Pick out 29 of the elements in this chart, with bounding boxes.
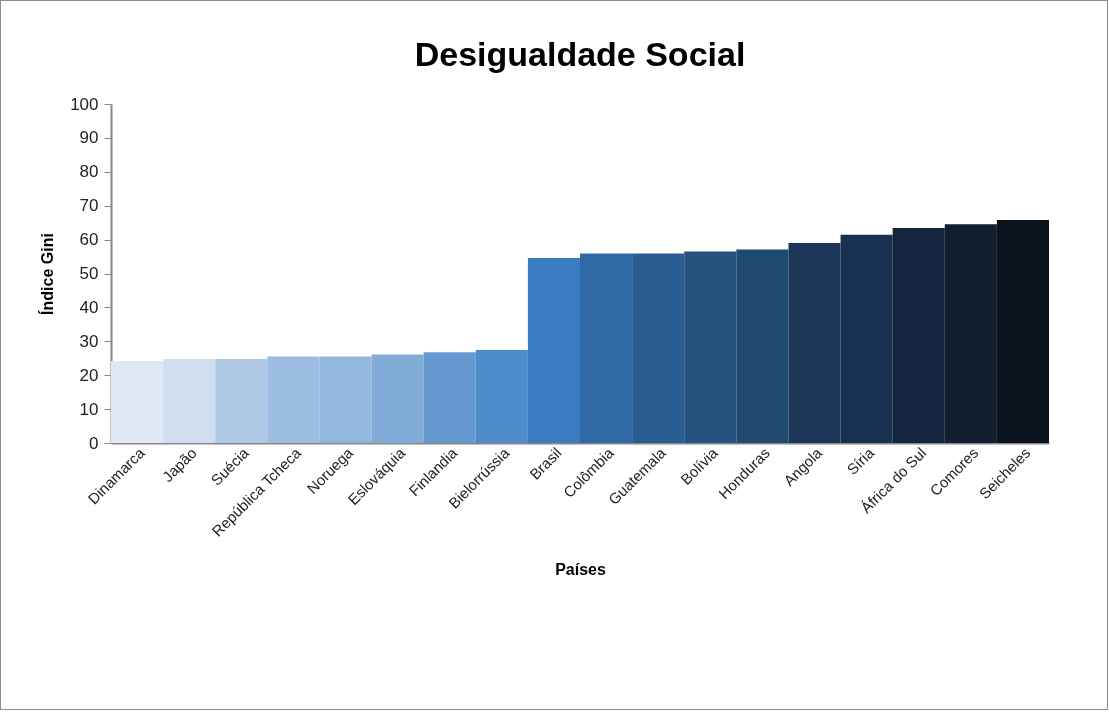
bar [163,358,216,443]
bar [632,253,685,443]
y-tick-label: 20 [79,365,99,385]
bar [892,228,945,443]
bar [527,257,580,443]
bar [684,251,737,443]
bar [111,360,164,443]
y-tick-label: 60 [79,230,99,250]
bar [475,350,528,443]
bar [580,253,633,443]
y-tick-label: 90 [79,128,99,148]
y-tick-label: 10 [79,399,99,419]
bar [736,249,789,443]
y-tick-label: 50 [79,264,99,283]
bar [215,358,268,443]
bar [944,224,997,443]
bar [423,352,476,443]
x-tick-label: Síria [843,443,878,478]
chart-title: Desigualdade Social [414,35,746,73]
bar [996,219,1049,443]
y-tick-label: 80 [79,162,99,182]
bar [371,354,424,443]
y-tick-label: 100 [70,94,99,114]
y-axis-title: Índice Gini [38,233,57,315]
y-tick-label: 0 [89,433,99,453]
y-tick-label: 70 [79,196,99,216]
x-axis-title: Países [555,560,606,578]
y-tick-label: 40 [79,297,99,317]
y-tick-label: 30 [79,331,99,351]
